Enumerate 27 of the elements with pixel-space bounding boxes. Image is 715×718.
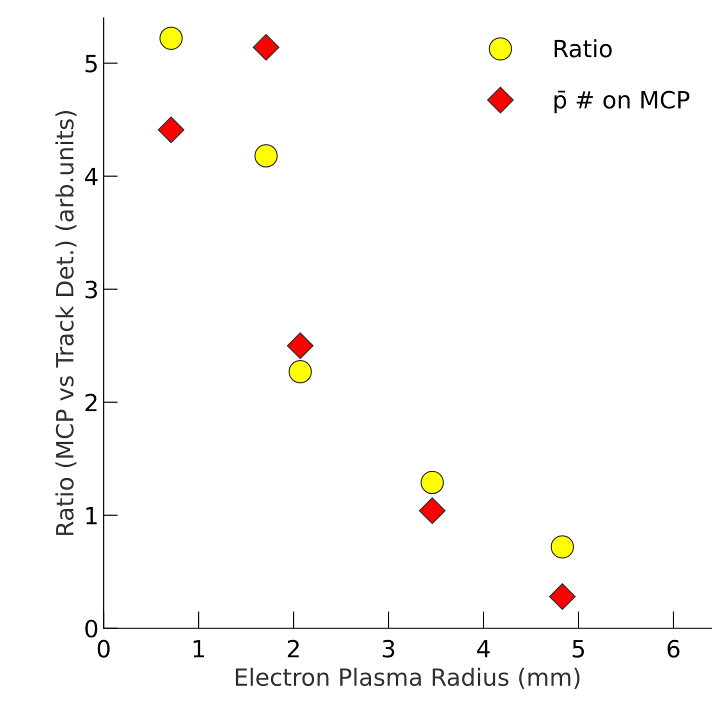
point — [549, 583, 576, 610]
legend-label: Ratio — [554, 39, 612, 58]
x-tick-label: 2 — [288, 640, 299, 658]
point — [286, 332, 314, 360]
point — [252, 34, 280, 61]
point — [158, 116, 184, 144]
x-axis-title: Electron Plasma Radius (mm) — [236, 668, 580, 689]
y-axis-title: Ratio (MCP vs Track Det.) (arb.units) — [55, 110, 76, 535]
point — [420, 470, 444, 494]
x-tick-label: 3 — [382, 640, 394, 658]
y-tick-label: 0 — [85, 620, 98, 638]
point — [288, 360, 312, 384]
y-tick-label: 5 — [86, 54, 97, 72]
y-tick-label: 4 — [84, 168, 98, 186]
point — [550, 535, 574, 559]
y-tick-label: 2 — [86, 394, 96, 412]
x-tick-label: 0 — [98, 640, 110, 658]
x-tick-label: 1 — [194, 640, 204, 658]
point — [159, 26, 183, 50]
point — [254, 144, 278, 168]
y-tick-label: 1 — [86, 506, 97, 524]
x-tick-label: 4 — [477, 640, 490, 658]
x-tick-label: 5 — [572, 640, 584, 658]
y-tick-label: 3 — [86, 280, 97, 298]
x-tick-label: 6 — [668, 640, 680, 658]
legend-label: p̄ # on MCP — [554, 90, 690, 114]
point — [418, 497, 446, 524]
